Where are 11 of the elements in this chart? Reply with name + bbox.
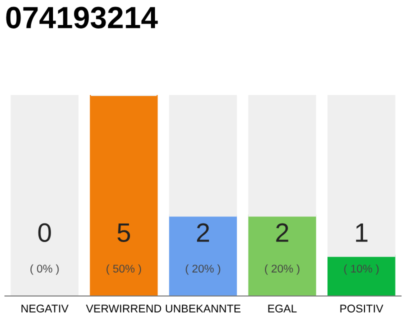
x-tick-label: VERWIRREND xyxy=(86,304,162,312)
x-tick-label: UNBEKANNTE xyxy=(166,304,240,312)
x-tick-label: EGAL xyxy=(268,304,297,312)
data-label: 1 ( 10% ) xyxy=(344,224,379,275)
data-label: 2 ( 20% ) xyxy=(264,223,300,275)
data-label: 2 ( 20% ) xyxy=(186,223,220,275)
x-tick-label: NEGATIV xyxy=(22,304,69,312)
data-label: 5 ( 50% ) xyxy=(106,224,142,275)
chart-title: 074193214 xyxy=(6,6,158,28)
data-label: 0 ( 0% ) xyxy=(30,223,59,275)
x-tick-label: POSITIV xyxy=(340,304,384,312)
